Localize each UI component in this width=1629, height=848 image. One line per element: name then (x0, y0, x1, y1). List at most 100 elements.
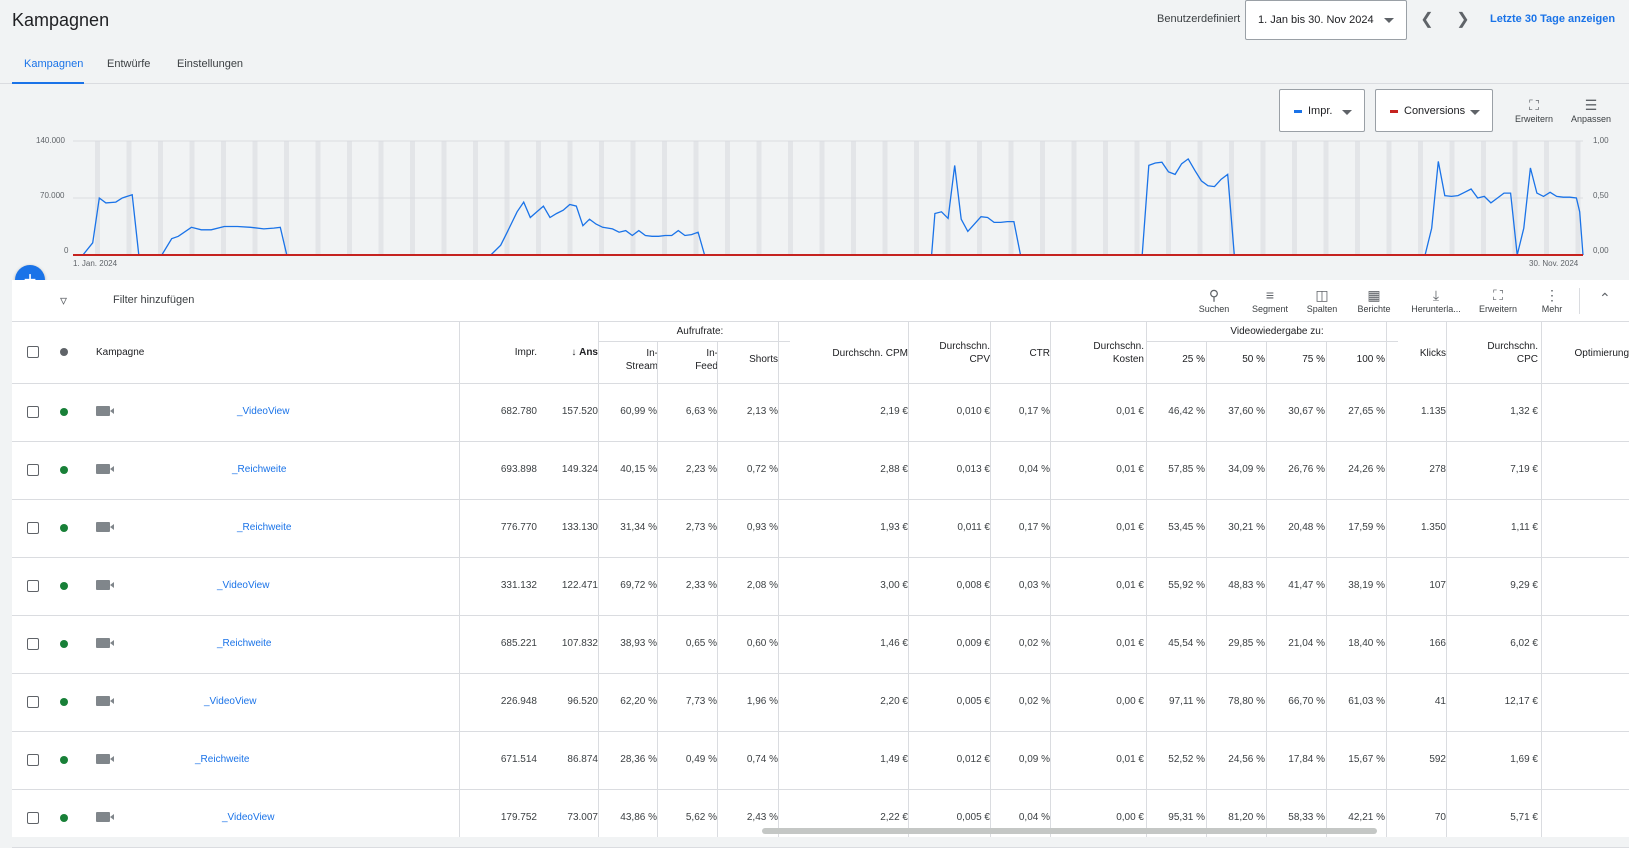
video-campaign-icon (96, 580, 114, 590)
filter-icon[interactable]: ▿ (60, 292, 68, 308)
metric2-dropdown[interactable]: Conversions (1375, 89, 1493, 132)
tab-entwuerfe[interactable]: Entwürfe (107, 58, 151, 70)
cell-cpc: 7,19 € (1510, 464, 1538, 475)
cell-ctr: 0,04 % (1018, 464, 1050, 475)
col-impr[interactable]: Impr. (514, 347, 537, 358)
date-range-dropdown[interactable]: 1. Jan bis 30. Nov 2024 (1245, 0, 1407, 40)
expand-table-button[interactable]: ⛶ Erweitern (1471, 286, 1525, 314)
campaign-name-link[interactable]: _Reichweite (195, 754, 250, 765)
chart-adjust-label: Anpassen (1570, 114, 1612, 124)
search-button[interactable]: ⚲ Suchen (1187, 286, 1241, 314)
cell-p50: 29,85 % (1228, 638, 1265, 649)
cell-kosten: 0,00 € (1116, 696, 1144, 707)
metric1-dropdown[interactable]: Impr. (1279, 89, 1365, 132)
select-all-checkbox[interactable] (27, 346, 39, 358)
cell-kosten: 0,01 € (1116, 580, 1144, 591)
col-p100[interactable]: 100 % (1356, 354, 1385, 365)
tool-label: Mehr (1541, 304, 1563, 314)
cell-p100: 17,59 % (1348, 522, 1385, 533)
cell-p25: 52,52 % (1168, 754, 1205, 765)
row-checkbox[interactable] (27, 638, 39, 650)
reports-button[interactable]: ▦ Berichte (1347, 286, 1401, 314)
table-row[interactable]: _Reichweite 685.221 107.832 38,93 % 0,65 % 0,… (12, 616, 1629, 674)
columns-button[interactable]: ◫ Spalten (1295, 286, 1349, 314)
horizontal-scrollbar[interactable] (762, 828, 1377, 834)
cell-p50: 34,09 % (1228, 464, 1265, 475)
cell-p100: 24,26 % (1348, 464, 1385, 475)
cell-cpm: 2,20 € (880, 696, 908, 707)
filter-bar: ▿ Filter hinzufügen ⚲ Suchen ≡ Segment ◫ Sp… (12, 280, 1629, 322)
cell-ans: 86.874 (567, 754, 598, 765)
chevron-up-icon[interactable]: ⌃ (1599, 290, 1611, 306)
col-cpv[interactable]: Durchschn. CPV (939, 341, 990, 365)
cell-shorts: 2,43 % (746, 812, 778, 823)
download-button[interactable]: ⤓ Herunterla... (1409, 286, 1463, 314)
segment-button[interactable]: ≡ Segment (1243, 286, 1297, 314)
chart-expand-label: Erweitern (1514, 114, 1553, 124)
reports-icon: ▦ (1367, 287, 1381, 303)
table-row[interactable]: _Reichweite 693.898 149.324 40,15 % 2,23 % 0,… (12, 442, 1629, 500)
col-ans-label: Ans (579, 347, 598, 358)
row-checkbox[interactable] (27, 580, 39, 592)
add-filter-input[interactable]: Filter hinzufügen (113, 294, 195, 306)
col-infeed[interactable]: In- Feed (695, 348, 718, 372)
campaign-name-link[interactable]: _VideoView (222, 812, 275, 823)
col-optimierung[interactable]: Optimierung (1574, 348, 1629, 359)
cell-p75: 58,33 % (1288, 812, 1325, 823)
campaign-table-panel: ▿ Filter hinzufügen ⚲ Suchen ≡ Segment ◫ Sp… (12, 280, 1629, 848)
row-checkbox[interactable] (27, 464, 39, 476)
chart-expand-button[interactable]: ⛶ Erweitern (1509, 96, 1559, 124)
col-p75[interactable]: 75 % (1302, 354, 1325, 365)
col-instream[interactable]: In- Stream (625, 348, 658, 372)
col-divider (1050, 322, 1051, 837)
table-row[interactable]: _Reichweite 776.770 133.130 31,34 % 2,73 % 0,… (12, 500, 1629, 558)
row-checkbox[interactable] (27, 812, 39, 824)
video-campaign-icon (96, 638, 114, 648)
chart-adjust-button[interactable]: ☰ Anpassen (1566, 96, 1616, 124)
video-campaign-icon (96, 754, 114, 764)
cell-p25: 95,31 % (1168, 812, 1205, 823)
cell-p50: 30,21 % (1228, 522, 1265, 533)
col-p25[interactable]: 25 % (1182, 354, 1205, 365)
cell-ans: 107.832 (561, 638, 598, 649)
col-ctr[interactable]: CTR (1029, 348, 1050, 359)
cell-ctr: 0,17 % (1018, 522, 1050, 533)
download-icon: ⤓ (1432, 287, 1440, 303)
chevron-right-icon[interactable]: ❯ (1456, 11, 1470, 28)
col-kosten[interactable]: Durchschn. Kosten (1093, 341, 1144, 365)
campaign-name-link[interactable]: _VideoView (237, 406, 290, 417)
col-kampagne[interactable]: Kampagne (96, 347, 145, 358)
row-checkbox[interactable] (27, 406, 39, 418)
col-klicks[interactable]: Klicks (1419, 348, 1446, 359)
campaign-name-link[interactable]: _VideoView (217, 580, 270, 591)
campaign-name-link[interactable]: _Reichweite (217, 638, 272, 649)
campaign-name-link[interactable]: _Reichweite (237, 522, 292, 533)
tab-kampagnen[interactable]: Kampagnen (24, 58, 84, 70)
row-checkbox[interactable] (27, 696, 39, 708)
table-row[interactable]: _VideoView 331.132 122.471 69,72 % 2,33 % 2,0… (12, 558, 1629, 616)
video-campaign-icon (96, 406, 114, 416)
chevron-left-icon[interactable]: ❮ (1420, 11, 1434, 28)
cell-ans: 149.324 (561, 464, 598, 475)
cell-cpc: 1,69 € (1510, 754, 1538, 765)
col-cpc[interactable]: Durchschn. CPC (1487, 341, 1538, 365)
col-shorts[interactable]: Shorts (749, 354, 778, 365)
last-30-days-link[interactable]: Letzte 30 Tage anzeigen (1490, 13, 1616, 25)
table-row[interactable]: _VideoView 682.780 157.520 60,99 % 6,63 % 2,1… (12, 384, 1629, 442)
col-ans[interactable]: ↓ Ans (553, 346, 598, 359)
table-row[interactable]: _Reichweite 671.514 86.874 28,36 % 0,49 % 0,7… (12, 732, 1629, 790)
more-button[interactable]: ⋮ Mehr (1525, 286, 1579, 314)
cell-infeed: 2,33 % (685, 580, 717, 591)
cell-ans: 122.471 (561, 580, 598, 591)
row-checkbox[interactable] (27, 522, 39, 534)
tool-label: Segment (1251, 304, 1289, 314)
campaign-name-link[interactable]: _VideoView (204, 696, 257, 707)
col-cpm[interactable]: Durchschn. CPM (832, 348, 908, 359)
chart-svg (73, 140, 1584, 256)
campaign-name-link[interactable]: _Reichweite (232, 464, 287, 475)
cell-p50: 78,80 % (1228, 696, 1265, 707)
table-row[interactable]: _VideoView 226.948 96.520 62,20 % 7,73 % 1,96… (12, 674, 1629, 732)
tab-einstellungen[interactable]: Einstellungen (177, 58, 244, 70)
col-p50[interactable]: 50 % (1242, 354, 1265, 365)
row-checkbox[interactable] (27, 754, 39, 766)
